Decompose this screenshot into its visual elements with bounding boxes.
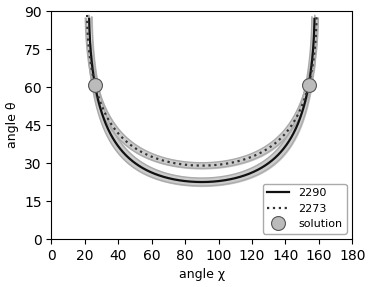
2273 <box>273 141 278 145</box>
2290 <box>245 173 249 176</box>
2273 <box>245 157 249 160</box>
2290 <box>104 123 108 127</box>
2273 <box>104 114 108 117</box>
Line: 2290: 2290 <box>89 19 315 182</box>
2290 <box>273 155 278 159</box>
Legend: 2290, 2273, solution: 2290, 2273, solution <box>263 184 347 234</box>
2290 <box>164 176 169 179</box>
2273 <box>230 161 234 164</box>
Line: 2273: 2273 <box>87 15 316 166</box>
Y-axis label: angle θ: angle θ <box>6 102 19 148</box>
2290 <box>296 120 301 124</box>
2273 <box>296 111 301 115</box>
X-axis label: angle χ: angle χ <box>179 268 225 282</box>
2273 <box>164 160 169 163</box>
2290 <box>230 177 234 181</box>
